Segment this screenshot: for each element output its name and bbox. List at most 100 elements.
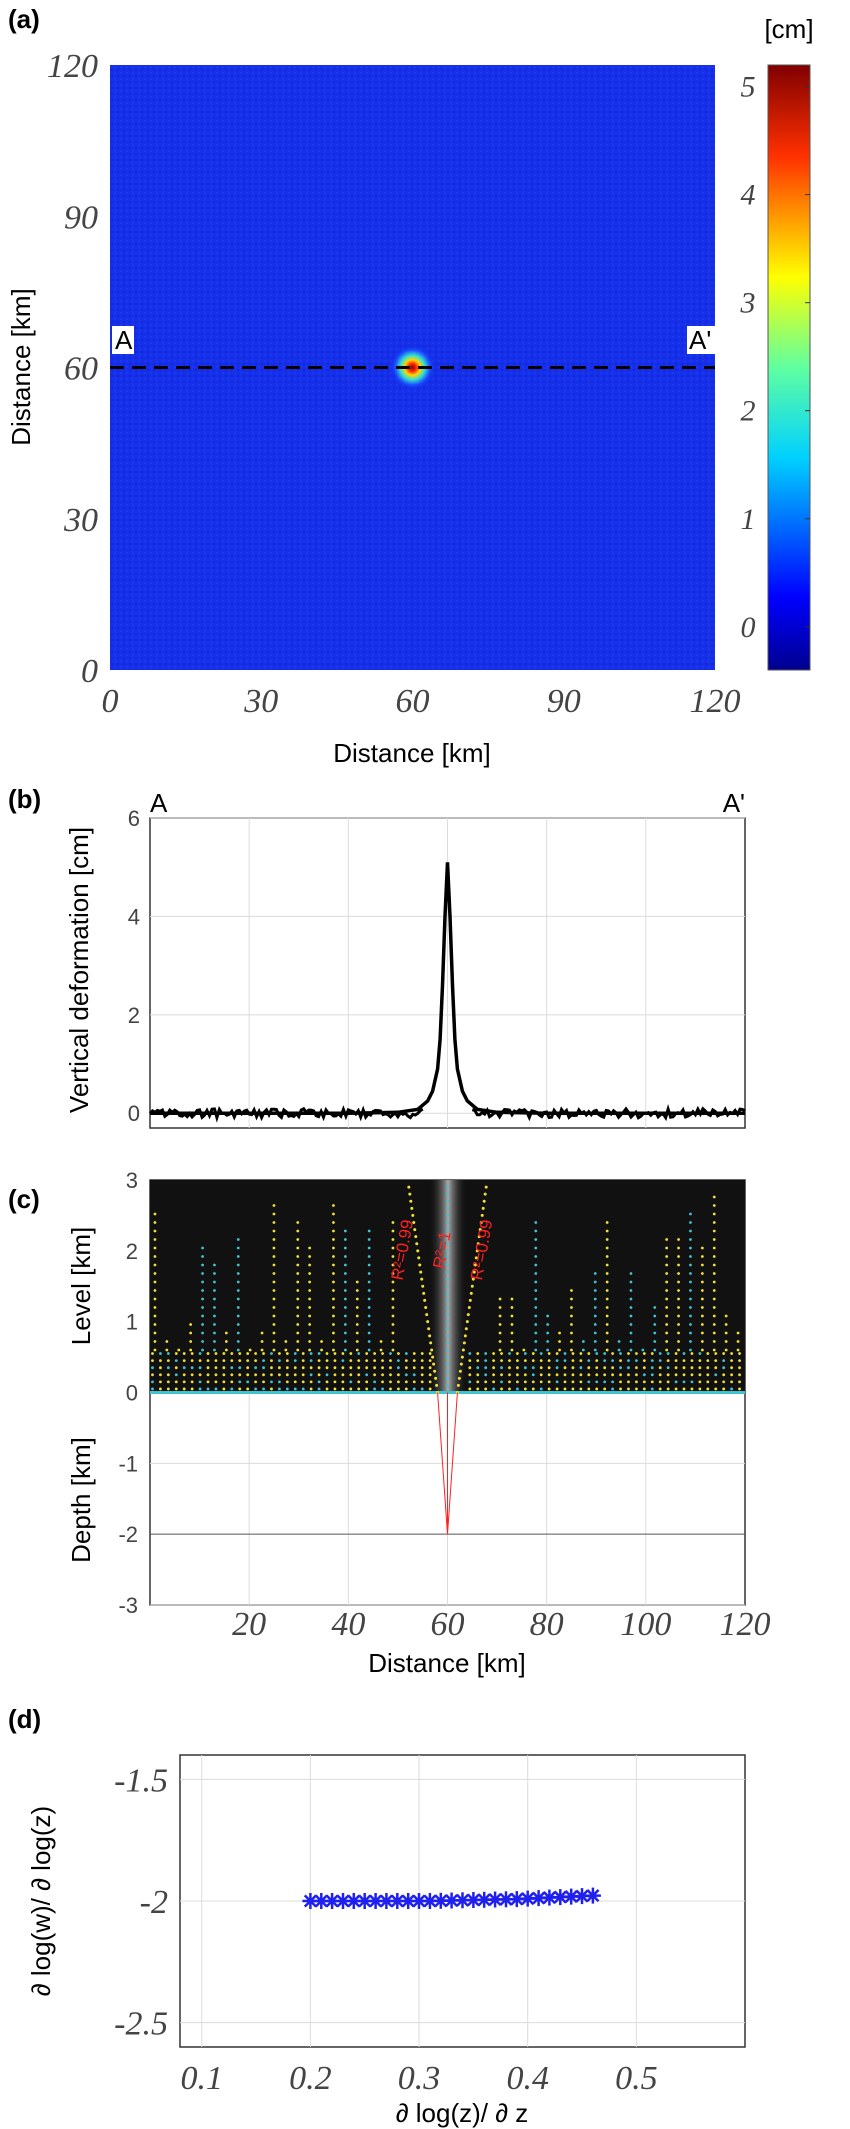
panel-d-point-stroke: [532, 1891, 546, 1905]
panel-c-dot: [689, 1331, 692, 1335]
panel-c-dot: [523, 1366, 527, 1370]
panel-a-label: (a): [8, 4, 40, 34]
colorbar-tick-label: 3: [740, 287, 756, 320]
panel-c-dot: [539, 1373, 543, 1377]
panel-c-dot: [270, 1366, 273, 1370]
panel-c-xtick: 80: [530, 1606, 564, 1643]
panel-c-dot: [700, 1331, 704, 1335]
panel-c-dot: [635, 1359, 638, 1363]
panel-c-dot: [689, 1297, 692, 1301]
panel-c-dot: [690, 1373, 694, 1377]
panel-c-dot: [547, 1387, 551, 1391]
panel-c-dot: [714, 1380, 718, 1384]
panel-c-dot: [236, 1280, 240, 1284]
panel-c-dot: [190, 1359, 194, 1363]
panel-c-dot: [343, 1280, 347, 1284]
panel-a-ytick: 120: [47, 48, 98, 85]
panel-c-dot: [293, 1366, 297, 1370]
panel-c-dot: [373, 1352, 377, 1355]
panel-c-dot: [153, 1314, 157, 1318]
panel-c-dot: [547, 1373, 551, 1377]
panel-b-ytick: 4: [128, 904, 140, 929]
panel-d-point: [454, 1892, 471, 1909]
panel-c-dot: [619, 1366, 622, 1370]
panel-c-dot: [730, 1352, 734, 1355]
panel-c-dot: [665, 1263, 669, 1267]
panel-c-dot: [531, 1359, 535, 1363]
panel-c-dot: [712, 1204, 716, 1207]
panel-c-dot: [730, 1366, 734, 1370]
panel-c-dot: [420, 1373, 424, 1377]
panel-c-dot: [508, 1380, 511, 1384]
panel-c-dot: [213, 1323, 216, 1326]
panel-c-dot: [539, 1359, 543, 1363]
panel-c-xtick: 20: [232, 1606, 266, 1643]
panel-c-dot: [677, 1348, 680, 1352]
panel-c-dot: [201, 1246, 204, 1250]
panel-d-ylabel: ∂ log(w)/ ∂ log(z): [26, 1806, 56, 1996]
panel-c-dot: [309, 1352, 313, 1355]
panel-c-dot: [492, 1380, 496, 1384]
panel-a-heatmap: A A' 0 30 60 90 120 0 30 60 90 120 Distance [km]…: [6, 48, 741, 768]
panel-c-dot: [420, 1352, 424, 1355]
panel-c-dot: [389, 1380, 392, 1384]
panel-c-dot: [166, 1387, 170, 1391]
panel-c-dot: [629, 1289, 633, 1292]
panel-c-dot: [619, 1359, 622, 1363]
panel-c-dot: [166, 1366, 170, 1370]
panel-c-dot: [611, 1380, 615, 1384]
panel-c-dot: [373, 1373, 377, 1377]
panel-d-xtick: 0.5: [615, 2060, 658, 2097]
panel-c-ridge-dot: [424, 1306, 428, 1309]
panel-c-dot: [343, 1238, 347, 1241]
panel-c-dot: [309, 1373, 313, 1377]
panel-c-dot: [605, 1348, 609, 1352]
panel-c-dot: [724, 1331, 728, 1335]
panel-c-dot: [724, 1323, 728, 1326]
panel-c-dot: [272, 1263, 276, 1267]
panel-c-dot: [308, 1306, 312, 1309]
panel-c-dot: [214, 1373, 218, 1377]
panel-c-dot: [563, 1373, 567, 1377]
panel-c-xticks: 20 40 60 80 100 120: [232, 1606, 770, 1643]
panel-c-dot: [595, 1366, 599, 1370]
panel-c-ridge-dot: [458, 1369, 462, 1373]
panel-c-dot: [593, 1272, 597, 1275]
panel-c-dot: [516, 1359, 519, 1363]
panel-c-dot: [278, 1373, 281, 1377]
panel-c-dot: [677, 1289, 680, 1292]
panel-c-dot: [343, 1289, 347, 1292]
panel-c-xtick: 120: [720, 1606, 771, 1643]
panel-c-ridge-dot: [477, 1235, 481, 1239]
panel-c-dot: [510, 1331, 514, 1335]
panel-c-dot: [611, 1373, 615, 1377]
panel-d-point-stroke: [336, 1894, 350, 1908]
panel-c-dot: [325, 1387, 329, 1391]
panel-c-dot: [712, 1255, 716, 1258]
panel-c-dot: [246, 1387, 250, 1391]
panel-c-dot: [700, 1263, 704, 1267]
panel-c-dot: [270, 1359, 273, 1363]
panel-c-dot: [698, 1366, 702, 1370]
panel-c-dot: [341, 1366, 345, 1370]
panel-c-ridge-lines: [407, 1185, 488, 1535]
panel-c-dot: [349, 1359, 353, 1363]
panel-c-dot: [238, 1380, 242, 1384]
panel-c-dot: [653, 1323, 657, 1326]
panel-c-dot: [570, 1331, 573, 1335]
panel-c-dot: [201, 1297, 204, 1301]
panel-c-dot: [570, 1306, 573, 1309]
panel-c-dot: [296, 1255, 300, 1258]
panel-c-dot: [317, 1359, 321, 1363]
panel-c-dot: [629, 1280, 633, 1284]
panel-c-dot: [658, 1387, 662, 1391]
panel-c-dot: [666, 1366, 670, 1370]
panel-c-dot: [666, 1373, 670, 1377]
panel-c-dot: [343, 1340, 347, 1343]
panel-c-dot: [534, 1221, 538, 1224]
panel-c-dot: [546, 1323, 550, 1326]
panel-c-dot: [570, 1340, 573, 1343]
panel-c-ridge-dot: [446, 1235, 449, 1239]
panel-b-ylabel: Vertical deformation [cm]: [64, 827, 94, 1113]
